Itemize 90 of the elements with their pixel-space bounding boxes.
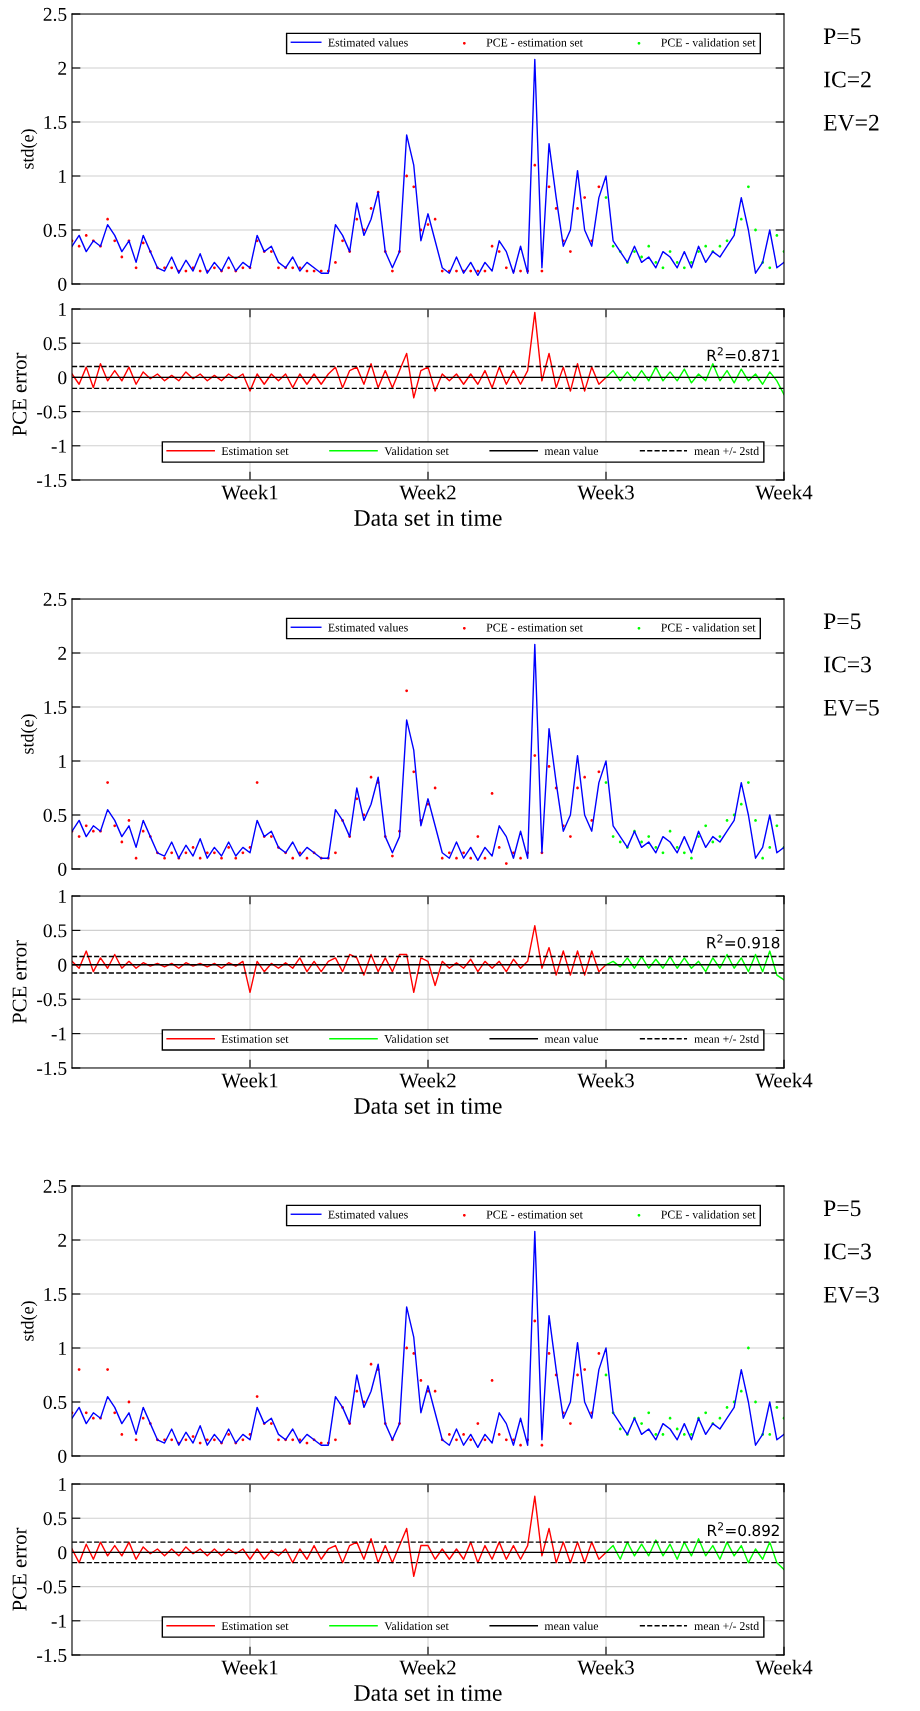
y-tick-label: 0	[58, 862, 67, 876]
y-tick-label: -0.5	[37, 405, 67, 419]
annotation: R$^{2}$=0.871	[707, 347, 779, 362]
y-tick-label: -1	[51, 1614, 66, 1628]
legend-label: Estimated values	[328, 38, 408, 47]
legend-label: Validation set	[384, 1034, 449, 1043]
x-tick-label: Week3	[577, 1072, 634, 1088]
x-axis-title: Data set in time	[354, 510, 502, 526]
y-tick-label: 1	[59, 1477, 66, 1491]
y-tick-label: 0.5	[43, 1395, 67, 1410]
legend-label: Validation set	[384, 446, 449, 456]
y-axis-title: std(e)	[20, 1301, 38, 1341]
x-tick-label: Week2	[399, 484, 456, 500]
x-tick-label: Week3	[577, 1659, 634, 1675]
y-tick-label: 0	[58, 958, 67, 972]
y-tick-label: -1.5	[37, 1061, 67, 1076]
y-tick-label: 1.5	[44, 115, 67, 130]
legend-label: PCE - estimation set	[486, 1210, 583, 1219]
x-tick-label: Week2	[399, 1072, 456, 1088]
legend-label: mean value	[544, 1034, 599, 1043]
y-tick-label: 1.5	[44, 1287, 67, 1302]
y-tick-label: 0	[58, 1546, 67, 1560]
legend-label: mean value	[544, 446, 599, 456]
y-tick-label: 2.5	[43, 592, 67, 607]
y-tick-label: 1	[59, 302, 66, 316]
y-tick-label: 1	[59, 1341, 66, 1355]
y-tick-label: 0.5	[43, 337, 67, 351]
y-tick-label: 1	[59, 169, 66, 183]
y-tick-label: 0	[58, 371, 67, 385]
y-tick-label: 2.5	[43, 1179, 67, 1194]
x-tick-label: Week2	[399, 1659, 456, 1675]
annotation: R$^{2}$=0.918	[707, 934, 780, 949]
legend-label: mean +/- 2std	[694, 1621, 759, 1631]
legend-label: Estimation set	[221, 447, 289, 456]
x-tick-label: Week4	[755, 484, 813, 500]
legend-label: PCE - estimation set	[486, 38, 583, 47]
y-axis-title: PCE error	[12, 352, 27, 436]
legend-label: mean +/- 2std	[694, 446, 759, 456]
legend-label: PCE - estimation set	[486, 623, 583, 632]
text: IC=2	[824, 71, 871, 88]
text: EV=2	[823, 114, 879, 131]
legend-label: PCE - validation set	[661, 1210, 756, 1219]
y-tick-label: 1	[59, 889, 66, 903]
legend-label: Estimated values	[328, 1210, 408, 1219]
y-tick-label: 2	[58, 61, 67, 75]
x-tick-label: Week4	[755, 1659, 813, 1675]
y-tick-label: 0.5	[43, 1512, 67, 1526]
text: P=5	[823, 613, 861, 630]
y-tick-label: 2	[58, 646, 67, 660]
text: P=5	[823, 28, 861, 45]
y-axis-title: PCE error	[12, 1527, 27, 1611]
y-tick-label: 0	[58, 277, 67, 291]
annotation: R$^{2}$=0.892	[707, 1522, 779, 1537]
y-tick-label: -0.5	[37, 993, 67, 1007]
y-tick-label: -1.5	[37, 473, 67, 488]
text: EV=5	[823, 699, 879, 716]
y-tick-label: 0	[58, 1449, 67, 1463]
x-tick-label: Week3	[577, 484, 634, 500]
x-axis-title: Data set in time	[354, 1098, 502, 1114]
text: EV=3	[823, 1286, 879, 1303]
text: IC=3	[824, 1243, 871, 1260]
legend-label: Validation set	[384, 1621, 449, 1631]
x-tick-label: Week1	[221, 1072, 278, 1088]
y-axis-title: PCE error	[12, 940, 27, 1024]
y-tick-label: -0.5	[37, 1580, 67, 1594]
legend-label: mean +/- 2std	[694, 1034, 759, 1043]
text: P=5	[823, 1200, 861, 1217]
y-axis-title: std(e)	[20, 714, 38, 754]
legend-label: Estimated values	[328, 623, 408, 632]
y-tick-label: -1.5	[37, 1648, 67, 1663]
y-tick-label: 2	[58, 1233, 67, 1247]
y-tick-label: 0.5	[43, 223, 67, 238]
y-tick-label: 2.5	[43, 7, 67, 22]
x-tick-label: Week1	[221, 1659, 278, 1675]
legend-label: PCE - validation set	[661, 623, 756, 632]
y-tick-label: 0.5	[43, 808, 67, 823]
legend-label: Estimation set	[221, 1622, 289, 1631]
y-tick-label: -1	[51, 439, 66, 453]
y-tick-label: 0.5	[43, 924, 67, 938]
x-tick-label: Week4	[755, 1072, 813, 1088]
legend-label: PCE - validation set	[661, 38, 756, 47]
x-tick-label: Week1	[221, 484, 278, 500]
y-tick-label: -1	[51, 1027, 66, 1041]
text: IC=3	[824, 656, 871, 673]
y-tick-label: 1.5	[44, 700, 67, 715]
x-axis-title: Data set in time	[354, 1685, 502, 1701]
y-axis-title: std(e)	[20, 129, 38, 169]
y-tick-label: 1	[59, 754, 66, 768]
legend-label: Estimation set	[221, 1035, 289, 1043]
legend-label: mean value	[544, 1621, 599, 1631]
